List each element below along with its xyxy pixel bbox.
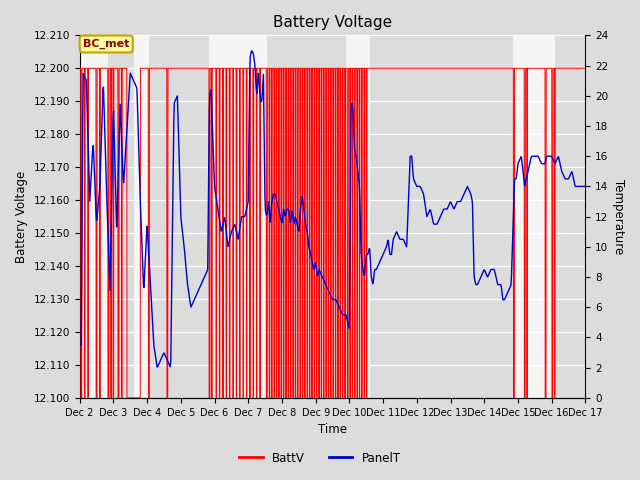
Bar xyxy=(209,36,267,398)
Bar xyxy=(79,36,108,398)
Y-axis label: Temperature: Temperature xyxy=(612,179,625,254)
Bar xyxy=(346,36,369,398)
Title: Battery Voltage: Battery Voltage xyxy=(273,15,392,30)
Bar xyxy=(134,36,148,398)
X-axis label: Time: Time xyxy=(318,423,347,436)
Bar xyxy=(513,36,555,398)
Text: BC_met: BC_met xyxy=(83,39,129,49)
Y-axis label: Battery Voltage: Battery Voltage xyxy=(15,170,28,263)
Legend: BattV, PanelT: BattV, PanelT xyxy=(234,447,406,469)
